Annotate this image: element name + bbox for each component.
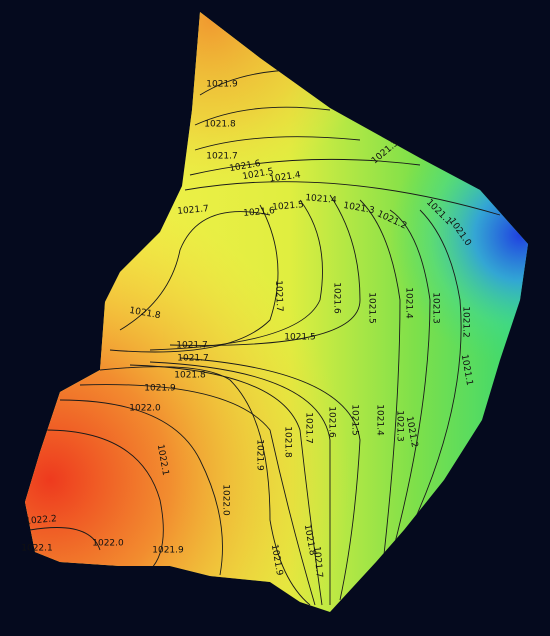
contour-label: 1021.7 (311, 546, 324, 578)
contour-label: 1021.7 (177, 204, 209, 217)
contour-label: 1021.9 (144, 384, 176, 394)
contour-label: 1022.1 (21, 544, 53, 554)
contour-label: 1021.8 (174, 371, 206, 381)
contour-label: 1021.5 (350, 404, 360, 436)
contour-label: 1021.5 (272, 200, 304, 213)
contour-label: 1022.0 (129, 404, 161, 414)
contour-label: 1021.6 (332, 282, 342, 314)
contour-label: 1021.7 (304, 412, 314, 444)
contour-label: 1022.0 (92, 539, 124, 549)
contour-label: 1021.4 (269, 170, 302, 184)
contour-label: 1021.2 (461, 306, 471, 338)
contour-label: 1021.6 (327, 406, 337, 438)
contour-label: 1021.8 (283, 426, 293, 458)
contour-label: 1021.3 (431, 292, 441, 324)
contour-label: 1021.8 (204, 120, 236, 130)
contour-label: 1021.7 (273, 280, 284, 312)
contour-label: 1021.9 (255, 439, 265, 471)
contour-label: 1021.9 (152, 546, 184, 556)
contour-label: 1021.7 (177, 354, 209, 364)
contour-label: 1021.9 (206, 80, 238, 90)
contour-label: 1022.2 (25, 514, 57, 527)
contour-lines (29, 69, 501, 606)
contour-label: 1021.7 (176, 341, 208, 351)
contour-label: 1021.4 (404, 287, 414, 319)
contour-label: 1021.3 (395, 410, 405, 442)
contour-labels: 1021.91021.81021.71021.61021.51021.41021… (21, 80, 474, 579)
contour-label: 1021.6 (243, 206, 276, 219)
contour-label: 1021.4 (375, 404, 385, 436)
contour-label: 1022.0 (221, 484, 231, 516)
contour-label: 1021.4 (305, 193, 338, 206)
contour-label: 1021.5 (367, 292, 377, 324)
contour-label: 1021.7 (206, 152, 238, 162)
contour-label: 1021.5 (284, 333, 316, 343)
